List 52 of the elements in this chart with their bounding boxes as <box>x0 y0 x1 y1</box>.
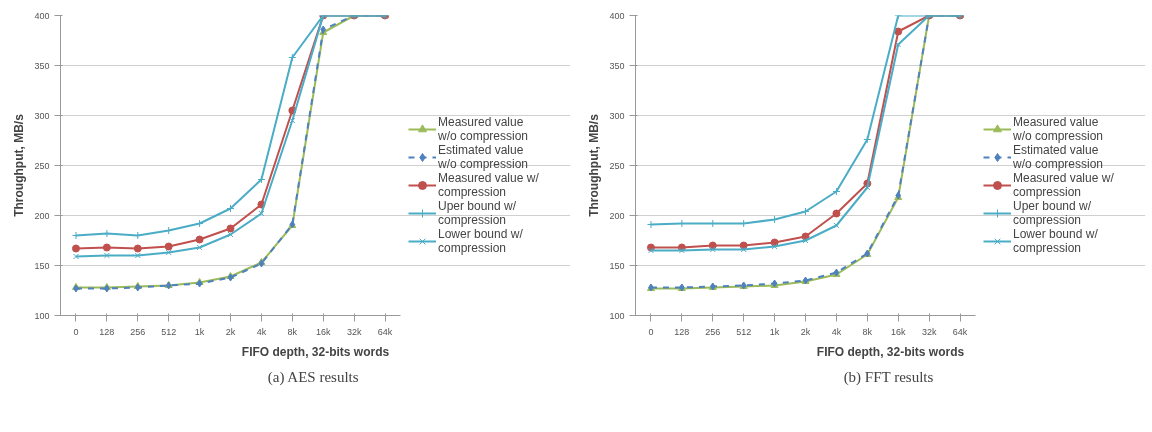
y-tick-label: 300 <box>609 110 625 121</box>
x-tick-label: 32k <box>346 326 362 337</box>
legend-label: Estimated value w/o compression <box>1013 143 1104 171</box>
x-tick-label: 0 <box>648 326 654 337</box>
legend-label: Lower bound w/ compression <box>1013 227 1098 255</box>
x-tick-label: 8k <box>862 326 873 337</box>
y-tick-label: 150 <box>609 260 625 271</box>
y-tick-label: 300 <box>34 110 50 121</box>
x-tick-label: 512 <box>161 326 177 337</box>
x-tick-label: 128 <box>99 326 115 337</box>
legend-label: Uper bound w/ compression <box>438 199 517 227</box>
x-tick-label: 16k <box>315 326 331 337</box>
x-axis-title: FIFO depth, 32-bits words <box>816 344 965 359</box>
x-tick-label: 16k <box>890 326 906 337</box>
x-tick-label: 0 <box>73 326 79 337</box>
x-tick-label: 1k <box>194 326 205 337</box>
x-tick-label: 4k <box>256 326 267 337</box>
x-tick-label: 1k <box>769 326 780 337</box>
y-tick-label: 400 <box>34 10 50 21</box>
y-tick-label: 250 <box>609 160 625 171</box>
y-axis-title: Throughput, MB/s <box>587 113 602 217</box>
x-tick-label: 4k <box>831 326 842 337</box>
legend-label: Measured value w/o compression <box>1013 115 1104 143</box>
y-tick-label: 350 <box>34 60 50 71</box>
y-tick-label: 200 <box>34 210 50 221</box>
legend-label: Measured value w/ compression <box>1013 171 1114 199</box>
y-tick-label: 100 <box>34 310 50 321</box>
x-tick-label: 64k <box>952 326 968 337</box>
x-tick-label: 32k <box>921 326 937 337</box>
y-tick-label: 100 <box>609 310 625 321</box>
y-tick-label: 250 <box>34 160 50 171</box>
y-tick-label: 200 <box>609 210 625 221</box>
legend-label: Estimated value w/o compression <box>438 143 529 171</box>
y-tick-label: 150 <box>34 260 50 271</box>
text: (a) AES results <box>267 368 359 386</box>
x-axis-title: FIFO depth, 32-bits words <box>241 344 390 359</box>
x-tick-label: 2k <box>800 326 811 337</box>
x-tick-label: 64k <box>377 326 393 337</box>
x-tick-label: 128 <box>674 326 690 337</box>
y-tick-label: 350 <box>609 60 625 71</box>
text: (b) FFT results <box>843 368 934 386</box>
legend-label: Lower bound w/ compression <box>438 227 523 255</box>
y-axis-title: Throughput, MB/s <box>12 113 27 217</box>
legend-label: Uper bound w/ compression <box>1013 199 1092 227</box>
legend-label: Measured value w/ compression <box>438 171 539 199</box>
x-tick-label: 256 <box>705 326 721 337</box>
x-tick-label: 8k <box>287 326 298 337</box>
x-tick-label: 2k <box>225 326 236 337</box>
y-tick-label: 400 <box>609 10 625 21</box>
legend-label: Measured value w/o compression <box>438 115 529 143</box>
x-tick-label: 512 <box>736 326 752 337</box>
x-tick-label: 256 <box>130 326 146 337</box>
